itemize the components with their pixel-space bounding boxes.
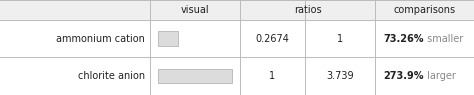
Text: 3.739: 3.739 (326, 71, 354, 81)
Text: smaller: smaller (425, 34, 464, 44)
Text: 73.26%: 73.26% (383, 34, 423, 44)
Text: visual: visual (181, 5, 210, 15)
Text: 273.9%: 273.9% (383, 71, 423, 81)
Bar (158, 69, 232, 83)
Bar (158, 31, 178, 46)
Bar (0, 0, 474, 20)
Bar (0, 57, 474, 95)
Text: ammonium cation: ammonium cation (56, 34, 145, 44)
Bar (0, 20, 474, 57)
Text: 1: 1 (269, 71, 275, 81)
Text: 1: 1 (337, 34, 343, 44)
Text: 0.2674: 0.2674 (255, 34, 290, 44)
Text: chlorite anion: chlorite anion (78, 71, 145, 81)
Text: comparisons: comparisons (393, 5, 456, 15)
Text: ratios: ratios (294, 5, 321, 15)
Text: larger: larger (425, 71, 456, 81)
